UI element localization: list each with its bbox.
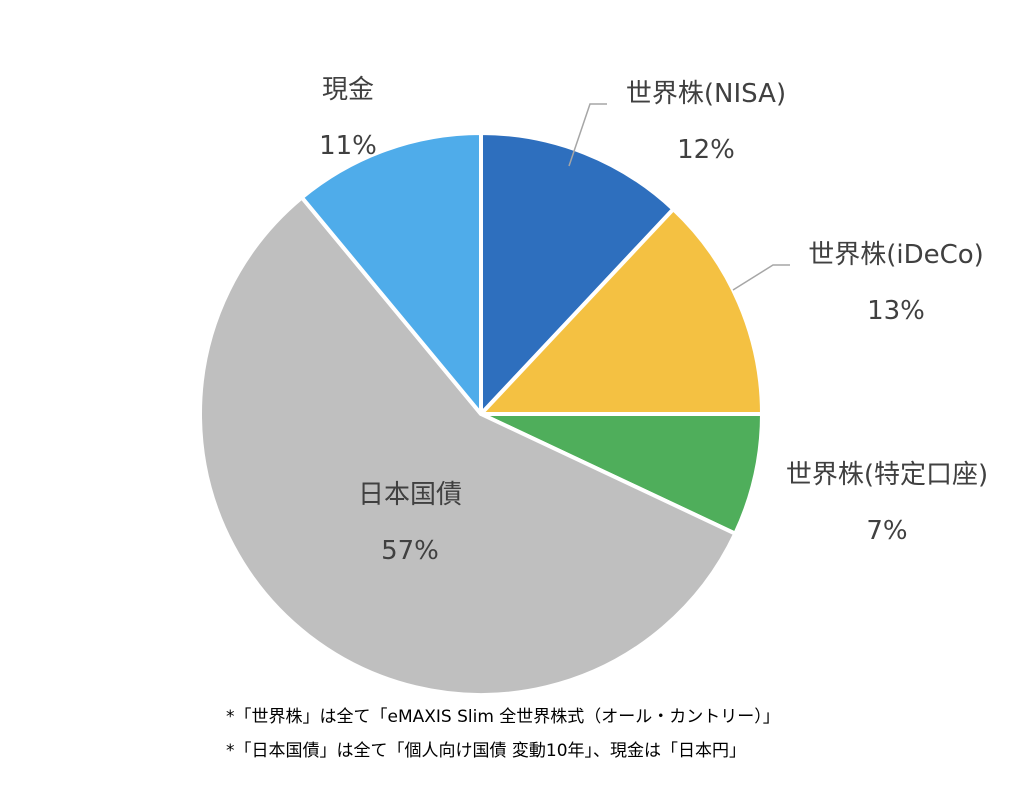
pie-slice-3 [198,195,738,697]
pie-slice-0 [479,131,676,416]
leader-line-1 [732,264,790,291]
slice-category-label-4: 現金 [322,75,374,105]
footnote-world-stock: *「世界株」は全て「eMAXIS Slim 全世界株式（オール・カントリー）」 [226,707,780,727]
pie-slice-4 [299,131,483,416]
slice-percent-label-4: 11% [319,131,377,161]
slice-percent-label-0: 12% [677,135,735,165]
slice-percent-label-3: 57% [381,536,439,566]
pie-slice-2 [479,412,764,536]
slice-category-label-0: 世界株(NISA) [626,79,786,109]
footnote-japan-bond: *「日本国債」は全て「個人向け国債 変動10年」、現金は「日本円」 [226,741,747,761]
slice-category-label-2: 世界株(特定口座) [786,460,988,490]
pie-slice-1 [479,207,764,416]
slice-percent-label-1: 13% [867,296,925,326]
slice-percent-label-2: 7% [866,516,907,546]
leader-line-0 [568,103,607,167]
slice-category-label-3: 日本国債 [358,480,462,510]
slice-category-label-1: 世界株(iDeCo) [808,240,984,270]
